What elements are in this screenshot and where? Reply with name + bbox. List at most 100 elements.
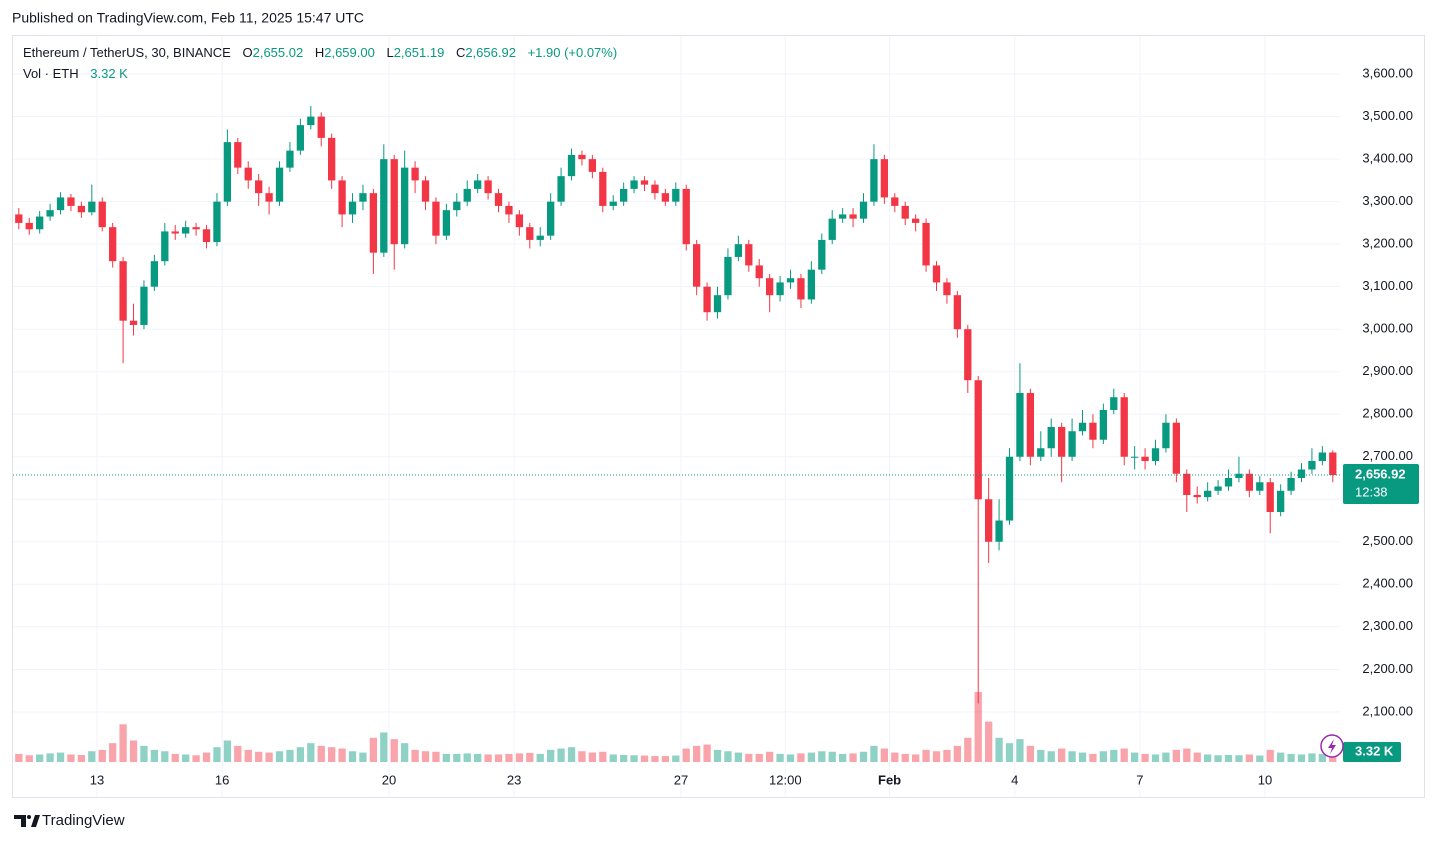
candle-body [891,197,899,206]
candle-body [1057,426,1066,457]
candle-body [171,231,179,234]
volume-bar [640,755,649,762]
volume-bar [265,752,273,762]
candle-body [849,214,857,219]
candle-body [1183,473,1191,496]
candle-body [734,244,743,257]
candle-body [630,180,638,189]
x-tick-label: 4 [1011,772,1018,787]
volume-bar [380,732,388,762]
volume-bar [734,752,743,762]
volume-bar [922,749,930,762]
candle-body [1329,452,1337,476]
volume-bar [77,755,86,762]
volume-bar [453,753,461,762]
volume-bar [1235,755,1243,762]
volume-bar [818,751,826,762]
candle-body [745,244,753,266]
volume-bar [932,751,941,762]
volume-bar [1224,755,1233,762]
candle-body [547,201,555,236]
volume-bar [348,751,357,762]
volume-bar [1276,752,1285,762]
candle-body [1016,392,1024,457]
candle-body [943,282,951,296]
y-tick-label: 3,400.00 [1362,151,1413,166]
candle-body [411,167,419,181]
volume-bar [1151,754,1160,762]
volume-bar [442,753,451,762]
candle-body [1037,448,1045,457]
volume-bar [1266,749,1274,762]
y-tick-label: 2,900.00 [1362,363,1413,378]
candle-body [46,210,54,217]
candle-body [98,201,106,228]
volume-bar [964,737,972,762]
volume-bar [1287,753,1295,762]
volume-bar [672,755,680,762]
volume-bar [682,748,690,762]
candle-body [1026,392,1035,457]
candle-body [1214,486,1222,491]
candle-body [755,265,763,279]
candle-body [901,205,909,219]
candle-body [1276,490,1285,513]
volume-bar [213,747,221,762]
candle-body [1068,431,1076,457]
candle-body [995,520,1003,542]
candle-body [453,201,461,211]
volume-bar [359,752,367,762]
volume-bar [839,753,847,762]
x-tick-label: 16 [215,772,229,787]
candle-body [974,380,982,500]
volume-bar [880,748,889,762]
volume-bar [953,745,962,762]
volume-bar [630,755,638,762]
candle-body [786,278,795,283]
volume-bar [25,755,33,762]
volume-bar [317,745,325,762]
candle-body [338,180,346,215]
vol-value: 3.32 K [90,66,128,81]
y-tick-label: 3,600.00 [1362,66,1413,81]
volume-bar [755,753,763,762]
volume-bar [1162,752,1170,762]
candle-body [421,180,430,202]
volume-bar [15,753,23,762]
volume-bar [599,751,607,762]
tv-logo [14,815,40,827]
x-tick-label: 27 [674,772,688,787]
volume-bar [849,753,857,762]
volume-bar [547,749,555,762]
candle-body [682,188,690,245]
o-value: 2,655.02 [252,45,304,60]
volume-bar [286,749,294,762]
l-value: 2,651.19 [393,45,445,60]
candle-body [932,265,941,283]
y-tick-label: 2,800.00 [1362,406,1413,421]
change: +1.90 (+0.07%) [527,45,618,60]
candle-body [515,214,524,228]
volume-bar [202,752,211,762]
candle-body [880,159,889,198]
volume-bar [119,724,127,762]
candle-body [369,193,378,253]
volume-bar [1047,751,1055,762]
candle-body [766,278,774,296]
volume-bar [588,752,597,762]
candle-body [161,231,169,262]
volume-bar [786,754,795,762]
volume-bar [713,749,722,762]
volume-bar [369,737,378,762]
candle-body [150,261,159,287]
candle-body [1110,397,1118,410]
volume-bar [421,751,430,762]
volume-bar [1214,755,1222,762]
vol-label: Vol · ETH [23,66,79,81]
candle-body [557,176,565,202]
y-tick-label: 3,200.00 [1362,236,1413,251]
volume-bar [943,749,951,762]
volume-bar [1183,748,1191,762]
